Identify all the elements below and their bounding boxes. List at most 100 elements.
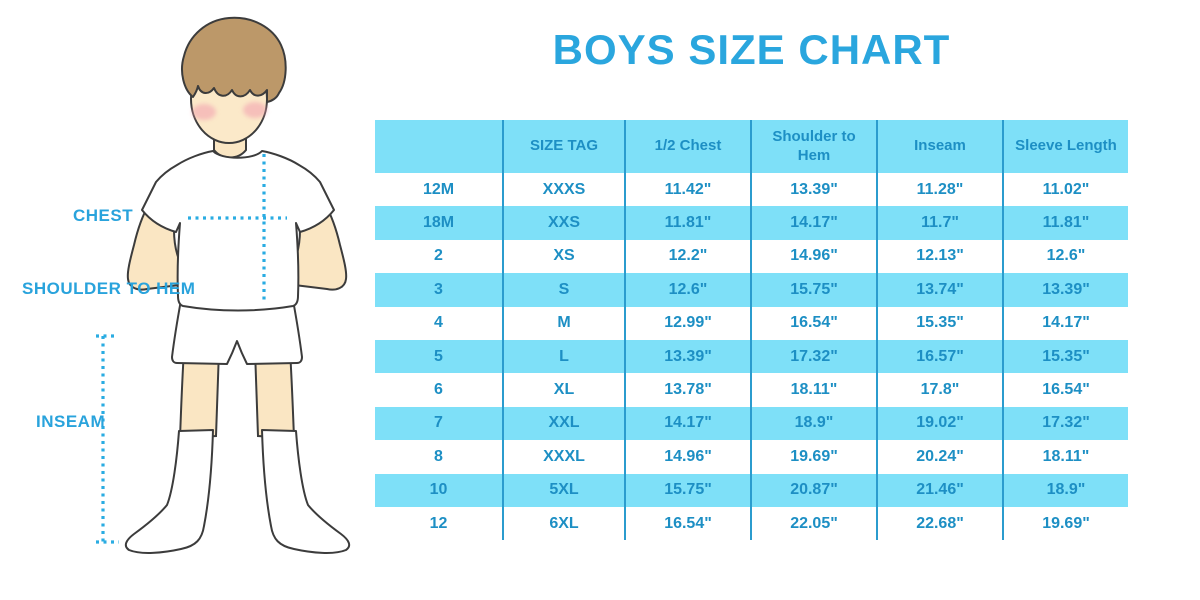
table-cell: 11.42" (624, 173, 751, 207)
table-cell: XL (502, 373, 625, 407)
table-row: 2 XS 12.2" 14.96" 12.13" 12.6" (375, 239, 1128, 274)
table-cell: 18.9" (750, 406, 877, 441)
page-title: BOYS SIZE CHART (552, 26, 951, 73)
row-age-label: 18M (422, 214, 455, 232)
row-age-label: 6 (434, 381, 443, 399)
table-cell: 19.69" (1002, 506, 1128, 541)
row-age-label: 8 (434, 447, 443, 465)
table-cell: S (502, 273, 625, 307)
table-cell: 18.9" (1002, 473, 1128, 507)
row-age-label: 5 (434, 347, 443, 365)
left-blush (192, 104, 216, 120)
table-row: 5 L 13.39" 17.32" 16.57" 15.35" (375, 339, 1128, 374)
table-cell: 15.75" (750, 273, 877, 307)
column-header-size-tag: SIZE TAG (502, 120, 625, 173)
row-age-label: 4 (434, 314, 443, 332)
table-cell: 11.28" (876, 173, 1003, 207)
table-cell: 19.02" (876, 406, 1003, 441)
table-cell: 18.11" (750, 373, 877, 407)
table-row: 12M XXXS 11.42" 13.39" 11.28" 11.02" (375, 173, 1128, 207)
left-sock (124, 429, 214, 554)
table-cell: XXS (502, 206, 625, 240)
inseam-label: INSEAM (36, 412, 106, 431)
left-leg (178, 349, 221, 440)
table-cell: 22.68" (876, 506, 1003, 541)
column-header-half-chest: 1/2 Chest (624, 120, 751, 173)
table-row: 7 XXL 14.17" 18.9" 19.02" 17.32" (375, 406, 1128, 441)
column-header-age (375, 120, 503, 173)
size-table-body: 12M XXXS 11.42" 13.39" 11.28" 11.02" 18M XXS 11.… (375, 173, 1128, 541)
table-cell: 12.6" (1002, 239, 1128, 274)
t-shirt (141, 150, 335, 312)
shoulder-to-hem-label: SHOULDER TO HEM (22, 279, 196, 298)
hair (181, 16, 287, 103)
chest-label: CHEST (73, 206, 134, 225)
table-cell: 21.46" (876, 473, 1003, 507)
row-age-label: 3 (434, 280, 443, 298)
table-cell: 12.6" (624, 273, 751, 307)
table-cell: 14.96" (750, 239, 877, 274)
column-header-inseam: Inseam (876, 120, 1003, 173)
table-cell: 14.17" (750, 206, 877, 240)
table-cell: 17.8" (876, 373, 1003, 407)
table-cell: 13.39" (1002, 273, 1128, 307)
table-cell: 20.24" (876, 440, 1003, 474)
table-cell: 11.7" (876, 206, 1003, 240)
table-cell: 12.99" (624, 306, 751, 340)
size-table: SIZE TAG 1/2 Chest Shoulder to Hem Insea… (375, 120, 1128, 541)
right-blush (243, 102, 267, 118)
table-cell: XXL (502, 406, 625, 441)
table-cell: 11.02" (1002, 173, 1128, 207)
table-row: 12 6XL 16.54" 22.05" 22.68" 19.69" (375, 506, 1128, 541)
table-cell: 6XL (502, 506, 625, 541)
table-cell: 16.54" (750, 306, 877, 340)
table-row: 10 5XL 15.75" 20.87" 21.46" 18.9" (375, 473, 1128, 507)
table-cell: 14.17" (1002, 306, 1128, 340)
table-cell: L (502, 339, 625, 374)
table-cell: XS (502, 239, 625, 274)
table-cell: 16.54" (1002, 373, 1128, 407)
table-cell: 18.11" (1002, 440, 1128, 474)
table-cell: 5XL (502, 473, 625, 507)
table-header-row: SIZE TAG 1/2 Chest Shoulder to Hem Insea… (375, 120, 1128, 173)
table-cell: 22.05" (750, 506, 877, 541)
table-row: 3 S 12.6" 15.75" 13.74" 13.39" (375, 273, 1128, 307)
table-cell: 11.81" (1002, 206, 1128, 240)
table-row: 6 XL 13.78" 18.11" 17.8" 16.54" (375, 373, 1128, 407)
boy-figure-illustration (96, 16, 351, 554)
table-cell: 14.17" (624, 406, 751, 441)
table-cell: 14.96" (624, 440, 751, 474)
row-age-label: 7 (434, 414, 443, 432)
table-cell: 16.54" (624, 506, 751, 541)
table-cell: 15.35" (1002, 339, 1128, 374)
table-cell: 15.35" (876, 306, 1003, 340)
column-header-shoulder-to-hem: Shoulder to Hem (750, 120, 877, 173)
table-cell: 13.39" (750, 173, 877, 207)
table-cell: XXXS (502, 173, 625, 207)
table-row: 4 M 12.99" 16.54" 15.35" 14.17" (375, 306, 1128, 340)
table-cell: 12.2" (624, 239, 751, 274)
table-row: 18M XXS 11.81" 14.17" 11.7" 11.81" (375, 206, 1128, 240)
table-cell: 11.81" (624, 206, 751, 240)
table-cell: 13.78" (624, 373, 751, 407)
table-cell: 16.57" (876, 339, 1003, 374)
table-cell: 15.75" (624, 473, 751, 507)
row-age-label: 10 (429, 481, 448, 499)
table-cell: M (502, 306, 625, 340)
table-cell: 17.32" (750, 339, 877, 374)
row-age-label: 12M (422, 180, 455, 198)
table-cell: 20.87" (750, 473, 877, 507)
table-cell: 13.74" (876, 273, 1003, 307)
right-sock (261, 429, 351, 554)
table-cell: 13.39" (624, 339, 751, 374)
row-age-label: 2 (434, 247, 443, 265)
row-age-label: 12 (429, 514, 448, 532)
table-cell: 12.13" (876, 239, 1003, 274)
table-cell: 19.69" (750, 440, 877, 474)
table-cell: 17.32" (1002, 406, 1128, 441)
column-header-sleeve-length: Sleeve Length (1002, 120, 1128, 173)
table-cell: XXXL (502, 440, 625, 474)
table-row: 8 XXXL 14.96" 19.69" 20.24" 18.11" (375, 440, 1128, 474)
shorts (171, 299, 303, 365)
